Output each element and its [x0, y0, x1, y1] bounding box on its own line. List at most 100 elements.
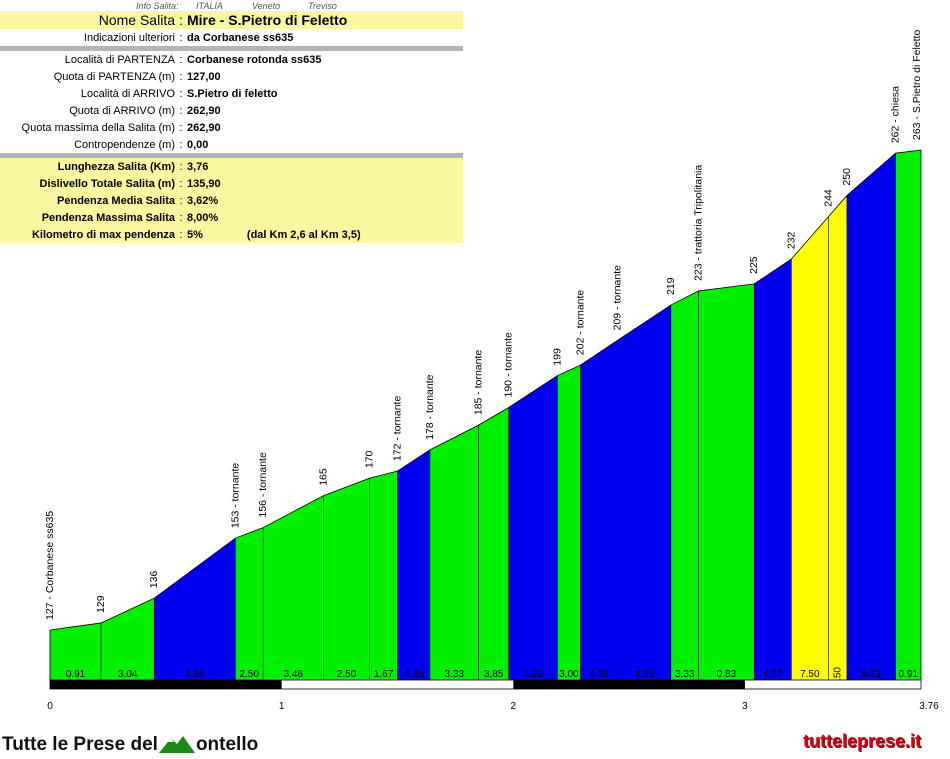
divider [0, 46, 463, 51]
x-tick-label-3: 3 [742, 701, 748, 712]
km-scale-block-2 [513, 680, 745, 689]
pend-media-value: 3,62% [187, 194, 219, 207]
km-max-value-cell: 5% (dal Km 2,6 al Km 3,5) [184, 226, 463, 243]
segment-fill-13 [617, 305, 671, 680]
gradient-label-19: 5.71 [861, 669, 881, 680]
point-label-18: 244 [822, 189, 834, 207]
separator: : [179, 87, 183, 100]
logo-text-right: ontello [195, 734, 259, 755]
row-pend-max: Pendenza Massima Salita : 8,00% [0, 209, 463, 226]
partenza-label: Località di PARTENZA [64, 53, 175, 66]
info-region: Veneto [252, 1, 281, 11]
row-km-max: Kilometro di max pendenza : 5% (dal Km 2,… [0, 226, 463, 243]
gradient-label-11: 3.00 [559, 669, 579, 680]
partenza-value: Corbanese rotonda ss635 [187, 53, 322, 66]
lunghezza-label: Lunghezza Salita (Km) [57, 160, 175, 173]
separator: : [179, 138, 183, 151]
point-label-1: 129 [95, 595, 107, 613]
gradient-label-16: 4.37 [763, 669, 783, 680]
separator: : [179, 31, 183, 44]
row-pend-media: Pendenza Media Salita : 3,62% [0, 192, 463, 209]
row-nome-salita: Nome Salita : Mire - S.Pietro di Feletto [0, 11, 463, 29]
segment-fill-20 [895, 150, 921, 680]
quota-partenza-label: Quota di PARTENZA (m) [53, 70, 175, 83]
point-label-7: 172 - tornante [391, 396, 403, 462]
point-label-4: 156 - tornante [257, 452, 269, 518]
segment-fill-6 [369, 471, 398, 680]
gradient-label-13: 4.35 [634, 669, 654, 680]
point-label-17: 232 [785, 231, 797, 249]
x-tick-label-0: 0 [47, 701, 53, 712]
indicazioni-value: da Corbanese ss635 [187, 31, 294, 44]
segment-fill-1 [100, 598, 155, 680]
lunghezza-value: 3,76 [187, 160, 209, 173]
x-tick-label-1: 1 [279, 701, 285, 712]
quota-max-label: Quota massima della Salita (m) [21, 121, 175, 134]
separator: : [179, 211, 183, 224]
gradient-label-3: 2.50 [239, 669, 259, 680]
separator: : [179, 53, 183, 66]
arrivo-value: S.Pietro di feletto [187, 87, 278, 100]
gradient-label-2: 4.86 [185, 669, 205, 680]
segment-fill-10 [508, 375, 558, 680]
point-label-15: 223 - trattoria Tripolitania [693, 165, 705, 281]
point-label-13: 209 - tornante [612, 265, 624, 331]
dislivello-label: Dislivello Totale Salita (m) [39, 177, 176, 190]
climb-info-table: Nome Salita : Mire - S.Pietro di Feletto… [0, 11, 463, 243]
segment-fill-19 [846, 153, 896, 680]
point-label-8: 178 - tornante [424, 374, 436, 440]
gradient-label-7: 4.29 [404, 669, 424, 680]
row-quota-max: Quota massima della Salita (m) : 262,90 [0, 119, 463, 136]
separator: : [179, 194, 183, 207]
separator: : [179, 104, 183, 117]
segment-fill-8 [429, 425, 479, 680]
gradient-label-20: 0.91 [899, 669, 919, 680]
gradient-label-17: 7.50 [800, 669, 820, 680]
gradient-label-1: 3.04 [118, 669, 138, 680]
point-label-16: 225 [748, 256, 760, 274]
site-url: tutteleprese.it [803, 731, 922, 751]
segment-fill-17 [791, 216, 829, 680]
segment-fill-5 [323, 478, 370, 680]
quota-arrivo-value: 262,90 [187, 104, 221, 117]
gradient-label-10: 4.29 [523, 669, 543, 680]
dislivello-value: 135,90 [187, 177, 221, 190]
segment-fill-11 [557, 365, 581, 680]
point-label-11: 199 [551, 348, 563, 366]
nome-salita-label: Nome Salita [98, 12, 175, 28]
logo: Tutte le Prese del ontello [2, 733, 258, 756]
point-label-5: 165 [317, 468, 329, 486]
point-label-10: 190 - tornante [503, 332, 515, 398]
point-label-6: 170 [364, 450, 376, 468]
quota-partenza-value: 127,00 [187, 70, 221, 83]
row-partenza: Località di PARTENZA : Corbanese rotonda… [0, 51, 463, 68]
segment-fill-0 [50, 622, 101, 680]
point-label-9: 185 - tornante [473, 350, 485, 416]
row-quota-arrivo: Quota di ARRIVO (m) : 262,90 [0, 102, 463, 119]
gradient-label-12: 4.38 [589, 669, 609, 680]
gradient-label-4: 3.46 [283, 669, 303, 680]
row-arrivo: Località di ARRIVO : S.Pietro di feletto [0, 85, 463, 102]
gradient-label-9: 3.85 [484, 669, 504, 680]
point-label-12: 202 - tornante [574, 290, 586, 356]
divider [0, 153, 463, 158]
x-tick-label-2: 2 [511, 701, 517, 712]
segment-fill-12 [580, 340, 618, 680]
km-scale-block-0 [50, 680, 282, 689]
segment-fill-7 [397, 449, 430, 680]
info-province: Treviso [308, 1, 337, 11]
separator: : [179, 70, 183, 83]
row-dislivello: Dislivello Totale Salita (m) : 135,90 [0, 175, 463, 192]
pend-media-label: Pendenza Media Salita [57, 194, 175, 207]
gradient-label-8: 3.33 [444, 669, 464, 680]
point-label-3: 153 - tornante [229, 463, 241, 529]
info-country: ITALIA [196, 1, 223, 11]
mountain-logo-icon [158, 736, 195, 753]
quota-arrivo-label: Quota di ARRIVO (m) [69, 104, 175, 117]
point-label-14: 219 [665, 277, 677, 295]
pend-max-label: Pendenza Massima Salita [41, 211, 175, 224]
separator: : [179, 228, 183, 241]
logo-text-left: Tutte le Prese del [2, 734, 158, 755]
arrivo-label: Località di ARRIVO [80, 87, 175, 100]
